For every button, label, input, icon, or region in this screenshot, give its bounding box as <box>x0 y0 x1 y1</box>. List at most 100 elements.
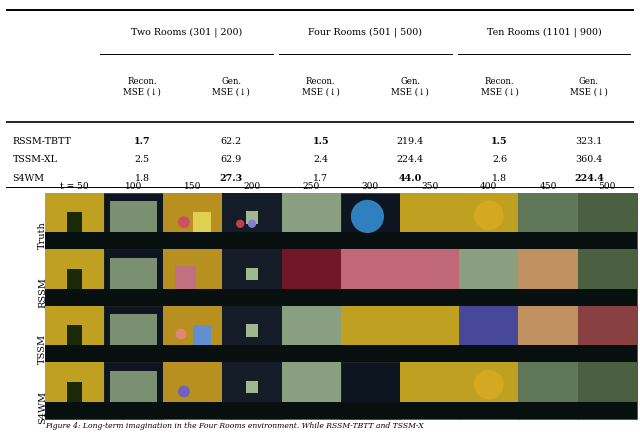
Bar <box>163 345 223 362</box>
Polygon shape <box>67 249 81 269</box>
Bar <box>45 249 104 306</box>
Bar <box>518 249 578 289</box>
Polygon shape <box>45 306 67 345</box>
Bar <box>163 249 223 289</box>
Bar <box>282 193 341 249</box>
Bar <box>460 249 518 289</box>
Bar <box>460 306 518 345</box>
Bar <box>193 213 211 232</box>
Bar <box>246 381 258 393</box>
Bar <box>223 193 282 249</box>
Text: 224.4: 224.4 <box>574 174 604 183</box>
Text: 62.2: 62.2 <box>221 137 242 146</box>
Text: 224.4: 224.4 <box>397 155 424 164</box>
Bar <box>163 362 223 419</box>
Bar <box>110 371 157 402</box>
Bar <box>282 306 341 345</box>
Bar <box>67 362 81 382</box>
Bar <box>45 193 104 249</box>
Polygon shape <box>81 362 104 402</box>
Bar <box>460 193 518 249</box>
Text: 1.8: 1.8 <box>134 174 150 183</box>
Polygon shape <box>67 306 81 326</box>
Circle shape <box>474 201 504 230</box>
Bar <box>341 193 400 249</box>
Bar <box>45 402 104 419</box>
Text: Two Rooms (301 | 200): Two Rooms (301 | 200) <box>131 27 243 37</box>
Polygon shape <box>67 362 81 382</box>
Bar <box>400 306 460 345</box>
Text: 400: 400 <box>480 182 497 190</box>
Bar <box>400 193 460 249</box>
Bar <box>223 362 282 402</box>
Bar <box>518 362 578 402</box>
Text: Gen.
MSE (↓): Gen. MSE (↓) <box>212 78 250 97</box>
Bar <box>400 345 460 362</box>
Text: Truth: Truth <box>38 221 47 249</box>
Text: 44.0: 44.0 <box>399 174 422 183</box>
Bar <box>163 193 223 249</box>
Bar <box>518 362 578 419</box>
Bar <box>578 193 637 232</box>
Text: TSSM: TSSM <box>38 334 47 364</box>
Bar <box>223 402 282 419</box>
Text: t = 50: t = 50 <box>60 182 89 190</box>
Text: Gen.
MSE (↓): Gen. MSE (↓) <box>391 78 429 97</box>
Bar <box>104 289 163 306</box>
Bar <box>400 362 460 402</box>
Bar <box>578 232 637 249</box>
Text: 219.4: 219.4 <box>397 137 424 146</box>
Bar <box>518 249 578 306</box>
Bar <box>282 402 341 419</box>
Text: Recon.
MSE (↓): Recon. MSE (↓) <box>123 78 161 97</box>
Text: 100: 100 <box>125 182 142 190</box>
Bar <box>460 232 518 249</box>
Bar <box>341 306 400 345</box>
Bar <box>518 232 578 249</box>
Bar <box>578 345 637 362</box>
Polygon shape <box>67 193 81 213</box>
Bar <box>282 249 341 289</box>
Bar <box>518 345 578 362</box>
Bar <box>400 289 460 306</box>
Bar <box>223 232 282 249</box>
Bar <box>163 193 223 232</box>
Bar <box>578 362 637 419</box>
Bar <box>163 306 223 345</box>
Text: Figure 4: Long-term imagination in the Four Rooms environment. While RSSM-TBTT a: Figure 4: Long-term imagination in the F… <box>45 422 424 430</box>
Bar <box>110 314 157 345</box>
Circle shape <box>474 370 504 400</box>
Bar <box>341 232 400 249</box>
Bar <box>282 362 341 402</box>
Bar <box>163 249 223 306</box>
Bar <box>341 249 400 289</box>
Text: S4WM: S4WM <box>38 390 47 424</box>
Circle shape <box>248 220 256 228</box>
Bar <box>163 402 223 419</box>
Text: 323.1: 323.1 <box>575 137 602 146</box>
Bar <box>45 232 104 249</box>
Bar <box>110 201 157 232</box>
Bar <box>578 289 637 306</box>
Bar <box>460 362 518 419</box>
Text: Ten Rooms (1101 | 900): Ten Rooms (1101 | 900) <box>487 27 602 37</box>
Bar <box>400 193 460 232</box>
Bar <box>282 249 341 289</box>
Bar <box>578 306 637 345</box>
Bar <box>110 258 157 289</box>
Bar <box>163 362 223 402</box>
Text: 150: 150 <box>184 182 202 190</box>
Text: 1.5: 1.5 <box>492 137 508 146</box>
Text: 2.6: 2.6 <box>492 155 507 164</box>
Bar <box>460 249 518 306</box>
Bar <box>104 232 163 249</box>
Bar <box>67 306 81 326</box>
Bar <box>67 249 81 269</box>
Bar <box>104 306 163 362</box>
Bar <box>282 249 341 306</box>
Bar <box>578 249 637 306</box>
Bar <box>282 289 341 306</box>
Text: TSSM-XL: TSSM-XL <box>13 155 58 164</box>
Circle shape <box>236 220 244 228</box>
Bar <box>163 232 223 249</box>
